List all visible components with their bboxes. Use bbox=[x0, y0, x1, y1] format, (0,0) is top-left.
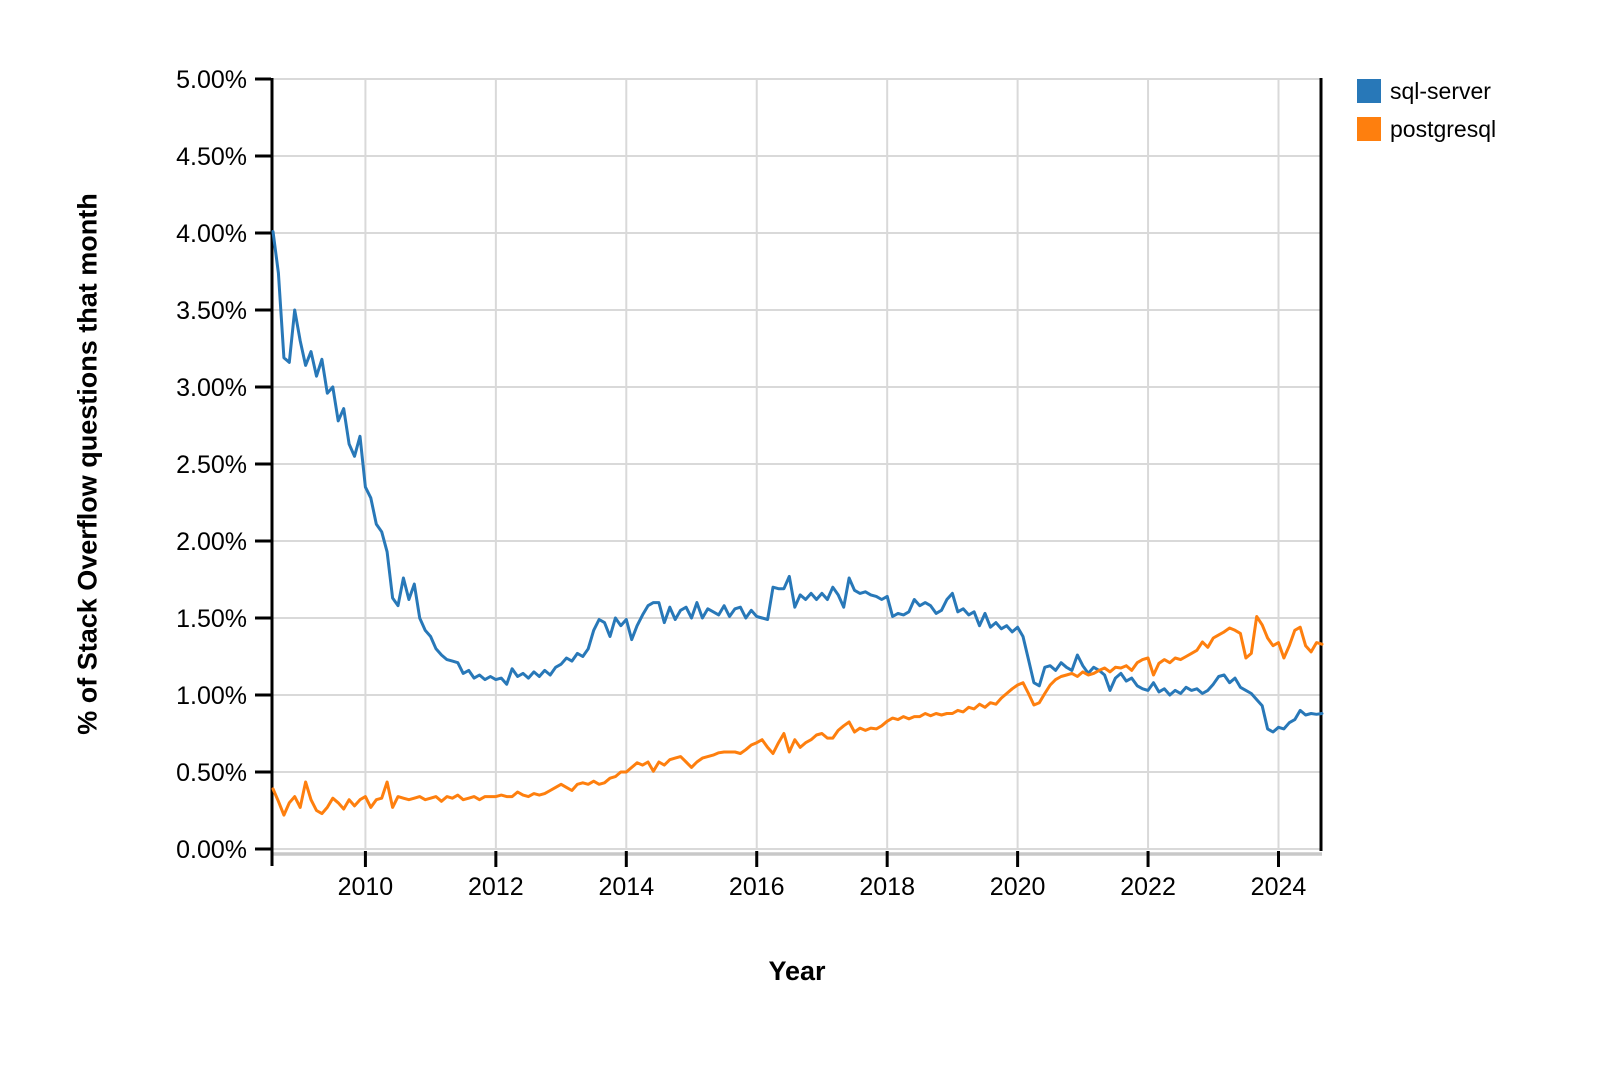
legend-label-postgresql: postgresql bbox=[1390, 116, 1497, 142]
postgresql-line bbox=[271, 615, 1324, 817]
y-tick-label: 0.00% bbox=[176, 836, 247, 864]
legend-label-sql-server: sql-server bbox=[1390, 78, 1491, 104]
y-tick-label: 2.00% bbox=[176, 528, 247, 556]
x-tick-label: 2024 bbox=[1251, 873, 1307, 901]
y-tick-label: 4.50% bbox=[176, 143, 247, 171]
x-axis-title: Year bbox=[768, 956, 826, 986]
y-axis-title: % of Stack Overflow questions that month bbox=[72, 193, 103, 735]
x-tick-label: 2020 bbox=[990, 873, 1046, 901]
sql-server-line bbox=[271, 230, 1324, 734]
postgresql-swatch-icon bbox=[1357, 117, 1381, 141]
legend: sql-server postgresql bbox=[1357, 79, 1496, 155]
legend-item-postgresql: postgresql bbox=[1357, 117, 1496, 141]
y-tick-label: 3.00% bbox=[176, 374, 247, 402]
y-tick-label: 5.00% bbox=[176, 66, 247, 94]
y-tick-label: 3.50% bbox=[176, 297, 247, 325]
y-tick-label: 1.00% bbox=[176, 682, 247, 710]
y-tick-label: 4.00% bbox=[176, 220, 247, 248]
y-tick-label: 2.50% bbox=[176, 451, 247, 479]
legend-item-sql-server: sql-server bbox=[1357, 79, 1496, 103]
x-tick-label: 2012 bbox=[468, 873, 524, 901]
x-tick-label: 2018 bbox=[859, 873, 915, 901]
x-tick-label: 2022 bbox=[1120, 873, 1176, 901]
y-tick-label: 1.50% bbox=[176, 605, 247, 633]
x-tick-label: 2016 bbox=[729, 873, 785, 901]
y-tick-label: 0.50% bbox=[176, 759, 247, 787]
sql-server-swatch-icon bbox=[1357, 79, 1381, 103]
x-tick-label: 2010 bbox=[338, 873, 394, 901]
x-tick-label: 2014 bbox=[598, 873, 654, 901]
